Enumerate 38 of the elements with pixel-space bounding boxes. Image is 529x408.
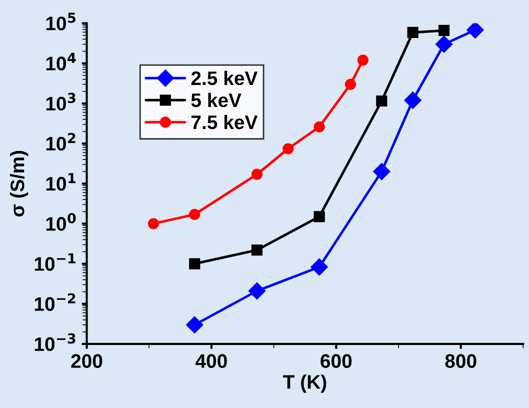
point — [404, 91, 422, 110]
point — [466, 23, 484, 39]
x-tick-label: 600 — [320, 354, 352, 368]
y-tick-label: 10$^{0}$ — [46, 213, 76, 231]
point — [407, 26, 418, 38]
y-tick-label: 10$^{3}$ — [46, 92, 76, 111]
x-tick-label: 800 — [445, 354, 476, 368]
y-tick-label: 10$^{2}$ — [46, 132, 76, 151]
point — [189, 208, 200, 220]
y-tick-label: 10$^{−2}$ — [34, 293, 76, 311]
point — [310, 258, 328, 276]
legend-label: 2.5 keV — [191, 70, 258, 86]
point — [248, 282, 266, 300]
point — [357, 54, 369, 66]
point — [438, 24, 450, 36]
point — [148, 218, 160, 230]
point — [282, 143, 294, 154]
y-tick-label: 10$^{1}$ — [46, 173, 76, 191]
point — [376, 95, 388, 107]
x-axis-title: T (K) — [283, 374, 326, 393]
point — [435, 35, 453, 54]
point — [186, 316, 204, 334]
y-tick-label: 10$^{−3}$ — [34, 333, 76, 352]
y-axis-title: σ (S/m) — [10, 150, 28, 216]
y-tick-label: 10$^{−1}$ — [34, 253, 76, 271]
x-tick-label: 400 — [196, 354, 227, 368]
point — [314, 211, 325, 222]
point — [314, 121, 325, 132]
point — [344, 78, 356, 90]
point — [372, 162, 390, 180]
legend-label: 7.5 keV — [192, 114, 258, 130]
point — [251, 244, 263, 256]
y-tick-label: 10$^{5}$ — [46, 12, 76, 30]
point — [251, 168, 263, 180]
y-tick-label: 10$^{4}$ — [46, 52, 76, 70]
x-tick-label: 200 — [71, 354, 102, 368]
point — [189, 258, 200, 270]
legend-label: 5 keV — [191, 92, 242, 108]
